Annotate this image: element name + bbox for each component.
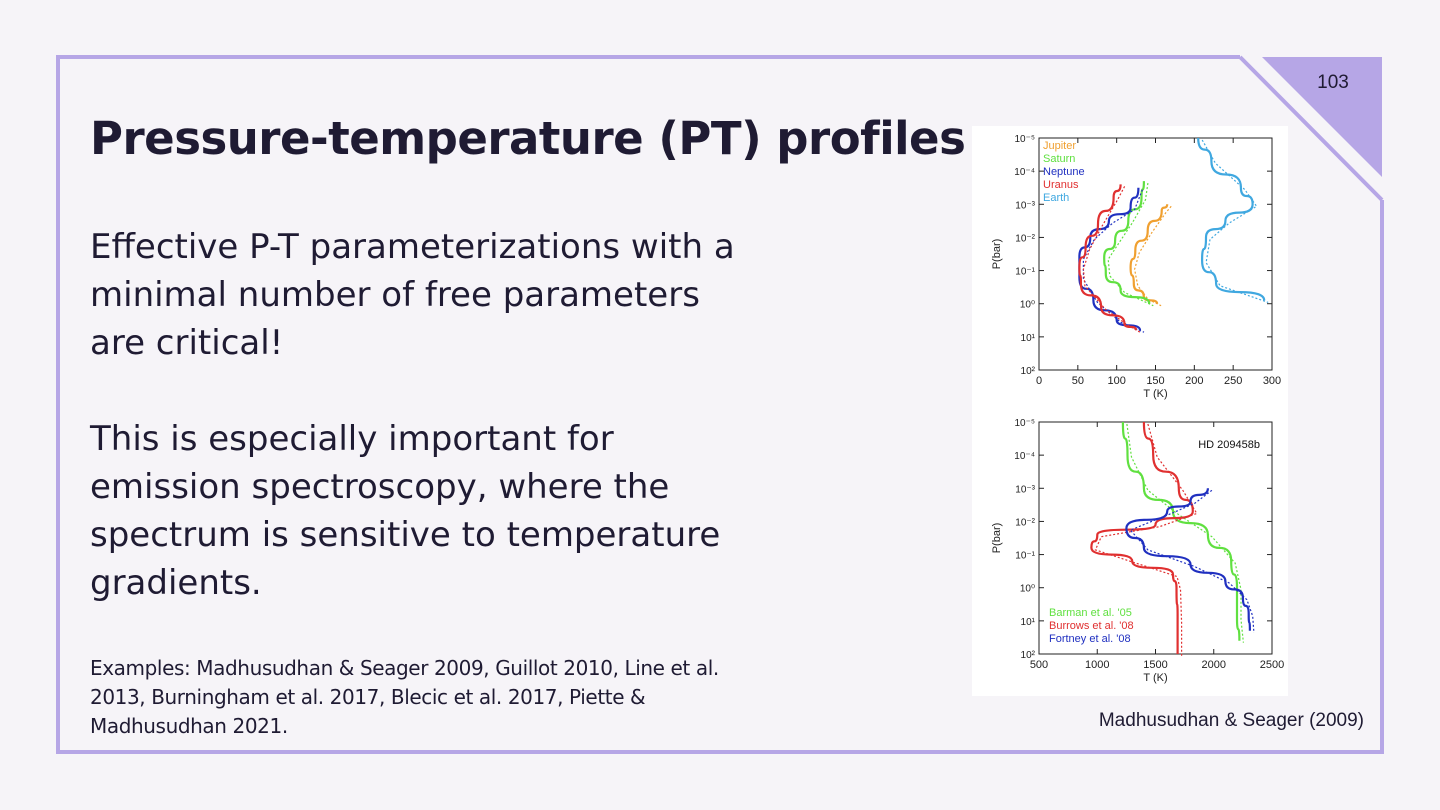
x-tick-label: 100 [1107,375,1125,387]
legend-entry: Earth [1043,192,1069,204]
figure-caption: Madhusudhan & Seager (2009) [1098,710,1364,731]
series-line-dotted [1082,189,1145,333]
examples-references: Examples: Madhusudhan & Seager 2009, Gui… [90,654,719,741]
x-tick-label: 500 [1030,659,1048,671]
y-tick-label: 10⁻¹ [1015,267,1035,278]
y-tick-label: 10² [1021,366,1036,377]
frame-diagonal [1238,55,1384,202]
reference-line: 2013, Burningham et al. 2017, Blecic et … [90,685,646,709]
x-tick-label: 2000 [1202,659,1226,671]
frame-border [56,55,1384,754]
x-tick-label: 150 [1146,375,1164,387]
x-tick-label: 250 [1224,375,1242,387]
series-line-dotted [1094,423,1198,656]
paragraph-pt-parameterizations: Effective P-T parameterizations with a m… [90,223,830,367]
paragraph-line: minimal number of free parameters [90,275,700,315]
y-axis-label: P(bar) [991,523,1003,554]
legend-entry: Barman et al. '05 [1049,607,1132,619]
slide-title: Pressure-temperature (PT) profiles [90,112,966,165]
x-tick-label: 50 [1072,375,1084,387]
y-tick-label: 10⁰ [1020,584,1035,595]
figure-panel: 0 50 100 150 200 250 300 10⁻⁵ 10⁻⁴ 10⁻³ 10⁻² 10⁻¹ 10… [972,126,1288,696]
series-line [1090,421,1194,654]
series-line-dotted [1126,423,1244,643]
reference-line: Madhusudhan 2021. [90,714,288,738]
chart-title: HD 209458b [1198,439,1260,451]
paragraph-line: Effective P-T parameterizations with a [90,227,735,267]
y-tick-label: 10⁻⁵ [1014,134,1035,145]
legend-entry: Burrows et al. '08 [1049,620,1134,632]
paragraph-line: This is especially important for [90,419,614,459]
page-number: 103 [1317,72,1349,93]
y-tick-label: 10⁻⁵ [1014,418,1035,429]
series-line-dotted [1082,186,1141,333]
y-tick-label: 10² [1021,650,1036,661]
y-tick-label: 10¹ [1021,617,1036,628]
legend-entry: Saturn [1043,153,1075,165]
x-axis-label: T (K) [1143,388,1167,400]
series-line [1078,184,1138,331]
paragraph-line: gradients. [90,563,262,603]
y-tick-label: 10⁻³ [1015,484,1035,495]
x-tick-label: 200 [1185,375,1203,387]
y-tick-label: 10⁻³ [1015,200,1035,211]
x-tick-label: 1000 [1085,659,1109,671]
series-line [1103,181,1151,304]
y-tick-label: 10⁻⁴ [1014,167,1035,178]
legend-entry: Uranus [1043,179,1079,191]
y-tick-label: 10⁻⁴ [1014,451,1035,462]
paragraph-emission-spectroscopy: This is especially important for emissio… [90,415,830,607]
x-tick-label: 0 [1036,375,1042,387]
series-line-dotted [1201,139,1269,303]
y-tick-label: 10⁻² [1015,233,1035,244]
y-tick-label: 10⁻² [1015,517,1035,528]
series-line-dotted [1107,183,1154,307]
x-tick-label: 1500 [1143,659,1167,671]
y-axis-label: P(bar) [991,239,1003,270]
legend-entry: Neptune [1043,166,1085,178]
series-line [1078,187,1142,331]
corner-fold [1262,57,1382,177]
paragraph-line: spectrum is sensitive to temperature [90,515,721,555]
paragraph-line: emission spectroscopy, where the [90,467,670,507]
legend-entry: Jupiter [1043,140,1076,152]
series-line [1197,137,1266,301]
pt-profile-figure: 0 50 100 150 200 250 300 10⁻⁵ 10⁻⁴ 10⁻³ 10⁻² 10⁻¹ 10… [991,134,1284,684]
x-tick-label: 300 [1263,375,1281,387]
reference-line: Examples: Madhusudhan & Seager 2009, Gui… [90,656,719,680]
series-line-dotted [1133,205,1172,307]
legend-entry: Fortney et al. '08 [1049,633,1131,645]
y-tick-label: 10⁻¹ [1015,551,1035,562]
paragraph-line: are critical! [90,323,284,363]
y-tick-label: 10¹ [1021,333,1036,344]
y-tick-label: 10⁰ [1020,300,1035,311]
series-line [1121,421,1241,641]
x-axis-label: T (K) [1143,672,1167,684]
x-tick-label: 2500 [1260,659,1284,671]
